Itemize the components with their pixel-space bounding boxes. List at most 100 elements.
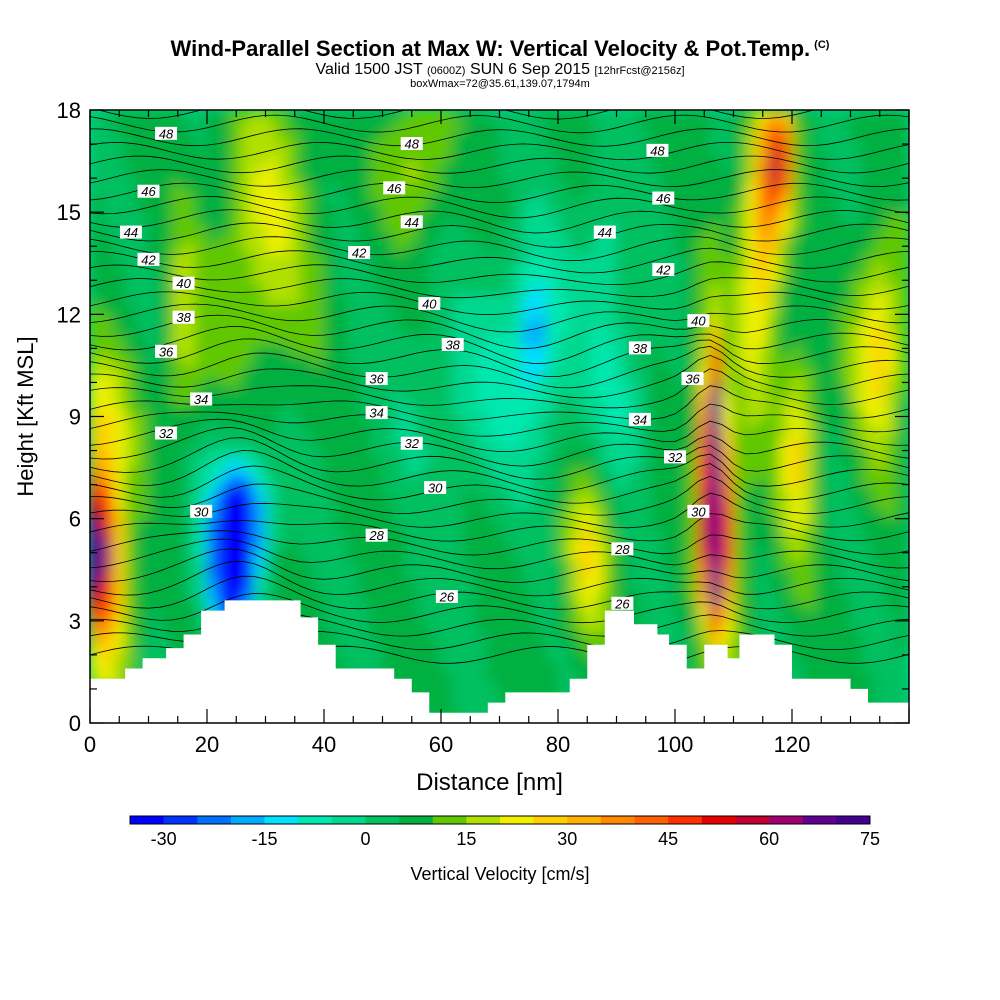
theta-label: 38 bbox=[172, 310, 195, 325]
theta-label: 32 bbox=[400, 436, 423, 451]
colorbar-swatch bbox=[769, 816, 804, 824]
theta-label: 46 bbox=[137, 184, 160, 199]
y-tick-label: 6 bbox=[69, 507, 81, 532]
colorbar-swatch bbox=[432, 816, 467, 824]
svg-text:34: 34 bbox=[369, 406, 383, 421]
theta-label: 42 bbox=[348, 246, 371, 261]
theta-label: 32 bbox=[155, 426, 178, 441]
colorbar-swatch bbox=[365, 816, 400, 824]
colorbar-tick-label: -30 bbox=[151, 829, 177, 849]
svg-text:32: 32 bbox=[405, 436, 420, 451]
theta-label: 38 bbox=[628, 341, 651, 356]
svg-text:28: 28 bbox=[368, 528, 384, 543]
plot-area: 48 48 48 46 46 46 44 44 44 42 42 42 40 40 40 38 38 38 36 36… bbox=[90, 110, 909, 723]
copyright-mark: (C) bbox=[814, 39, 830, 51]
svg-text:34: 34 bbox=[194, 392, 208, 407]
theta-label: 46 bbox=[383, 181, 406, 196]
x-axis-label: Distance [nm] bbox=[416, 769, 563, 796]
theta-label: 44 bbox=[119, 225, 142, 240]
theta-label: 42 bbox=[652, 263, 675, 278]
x-tick-label: 120 bbox=[774, 732, 811, 757]
svg-text:30: 30 bbox=[428, 481, 443, 496]
svg-text:46: 46 bbox=[387, 181, 402, 196]
svg-text:28: 28 bbox=[614, 542, 630, 557]
theta-label: 36 bbox=[365, 372, 388, 387]
y-tick-label: 9 bbox=[69, 405, 81, 430]
svg-text:44: 44 bbox=[405, 215, 419, 230]
svg-text:36: 36 bbox=[685, 372, 700, 387]
colorbar-swatch bbox=[634, 816, 669, 824]
colorbar-swatch bbox=[197, 816, 232, 824]
colorbar-swatch bbox=[533, 816, 568, 824]
theta-label: 40 bbox=[687, 314, 710, 329]
colorbar-swatch bbox=[331, 816, 366, 824]
colorbar-swatch bbox=[701, 816, 736, 824]
svg-text:46: 46 bbox=[656, 191, 671, 206]
colorbar-swatch bbox=[466, 816, 501, 824]
colorbar-swatch bbox=[264, 816, 299, 824]
valid-time-line: Valid 1500 JST (0600Z) SUN 6 Sep 2015 [1… bbox=[0, 61, 1000, 79]
colorbar-tick-label: 30 bbox=[557, 829, 577, 849]
x-tick-label: 0 bbox=[84, 732, 96, 757]
forecast-info: [12hrFcst@2156z] bbox=[594, 65, 685, 77]
terrain-mask bbox=[90, 600, 909, 723]
colorbar-tick-label: 75 bbox=[860, 829, 880, 849]
theta-label: 32 bbox=[664, 450, 686, 465]
valid-utc: (0600Z) bbox=[426, 65, 466, 77]
y-tick-label: 3 bbox=[69, 609, 81, 634]
colorbar: -30 -15 0 15 30 45 60 75 Vertical Velocity [cm/s… bbox=[129, 815, 880, 884]
svg-text:46: 46 bbox=[141, 184, 156, 199]
theta-label: 30 bbox=[424, 481, 447, 496]
theta-label: 36 bbox=[155, 344, 178, 359]
svg-text:40: 40 bbox=[691, 314, 706, 329]
theta-label: 40 bbox=[172, 276, 195, 291]
valid-date: SUN 6 Sep 2015 bbox=[469, 61, 591, 78]
svg-text:30: 30 bbox=[691, 504, 706, 519]
theta-label: 40 bbox=[418, 297, 441, 312]
theta-label: 48 bbox=[155, 126, 178, 141]
colorbar-swatch bbox=[163, 816, 198, 824]
colorbar-tick-label: 60 bbox=[759, 829, 779, 849]
svg-text:30: 30 bbox=[194, 504, 209, 519]
svg-text:26: 26 bbox=[614, 596, 630, 611]
theta-label: 28 bbox=[611, 542, 634, 557]
valid-prefix: Valid 1500 JST bbox=[315, 61, 423, 78]
theta-label: 46 bbox=[652, 191, 675, 206]
x-tick-label: 60 bbox=[429, 732, 453, 757]
theta-label: 44 bbox=[593, 225, 616, 240]
colorbar-label: Vertical Velocity [cm/s] bbox=[410, 864, 589, 884]
svg-text:36: 36 bbox=[159, 344, 174, 359]
y-tick-label: 12 bbox=[57, 302, 81, 327]
isentrope-lines bbox=[90, 110, 909, 664]
theta-label: 34 bbox=[190, 392, 213, 407]
colorbar-swatch bbox=[399, 816, 434, 824]
svg-text:48: 48 bbox=[650, 143, 665, 158]
colorbar-swatch bbox=[735, 816, 770, 824]
x-tick-label: 40 bbox=[312, 732, 336, 757]
svg-text:48: 48 bbox=[405, 137, 420, 152]
y-tick-label: 0 bbox=[69, 711, 81, 736]
theta-label: 26 bbox=[611, 596, 634, 611]
theta-label: 44 bbox=[400, 215, 423, 230]
theta-label: 42 bbox=[137, 252, 160, 267]
y-axis-label: Height [Kft MSL] bbox=[13, 336, 38, 496]
box-info-line: boxWmax=72@35.61,139.07,1794m bbox=[410, 78, 590, 90]
theta-label: 26 bbox=[435, 589, 458, 604]
theta-label: 30 bbox=[687, 504, 710, 519]
x-tick-label: 80 bbox=[546, 732, 570, 757]
colorbar-swatch bbox=[500, 816, 534, 824]
colorbar-tick-label: 15 bbox=[456, 829, 476, 849]
svg-text:26: 26 bbox=[439, 589, 455, 604]
colorbar-tick-label: 0 bbox=[360, 829, 370, 849]
colorbar-swatch bbox=[600, 816, 635, 824]
svg-text:42: 42 bbox=[656, 263, 671, 278]
svg-text:38: 38 bbox=[445, 337, 460, 352]
colorbar-tick-label: -15 bbox=[252, 829, 278, 849]
svg-text:48: 48 bbox=[159, 126, 174, 141]
svg-text:40: 40 bbox=[176, 276, 191, 291]
colorbar-swatch bbox=[668, 816, 703, 824]
svg-text:44: 44 bbox=[598, 225, 612, 240]
